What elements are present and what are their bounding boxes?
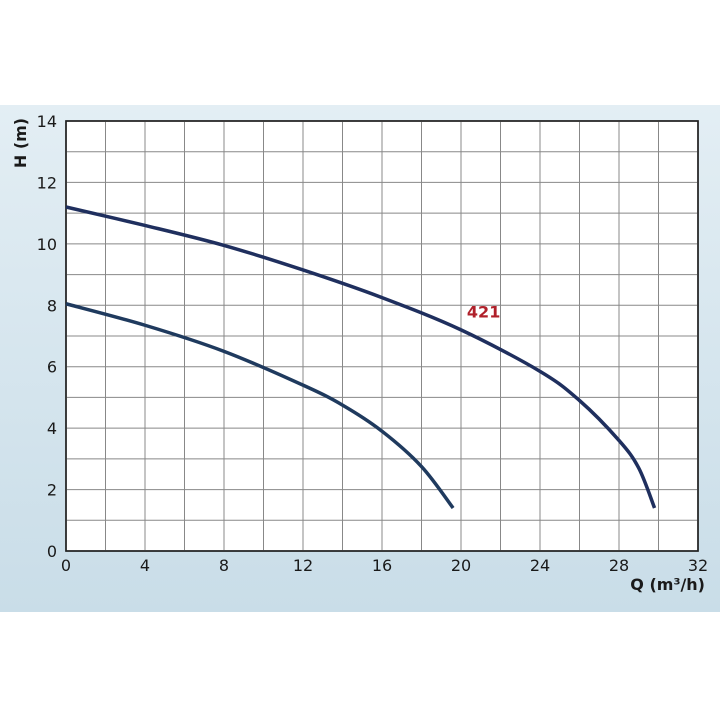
y-tick-label: 8 bbox=[47, 296, 57, 315]
x-axis-label: Q (m³/h) bbox=[630, 575, 705, 594]
y-tick-label: 12 bbox=[37, 173, 57, 192]
x-tick-label: 8 bbox=[219, 556, 229, 575]
x-tick-label: 0 bbox=[61, 556, 71, 575]
curve bbox=[65, 205, 657, 509]
x-tick-label: 4 bbox=[140, 556, 150, 575]
x-tick-label: 12 bbox=[293, 556, 313, 575]
x-tick-label: 28 bbox=[609, 556, 629, 575]
y-tick-label: 4 bbox=[47, 419, 57, 438]
annotation: 421 bbox=[467, 303, 500, 322]
y-tick-label: 6 bbox=[47, 358, 57, 377]
y-tick-label: 14 bbox=[37, 112, 57, 131]
y-tick-label: 0 bbox=[47, 542, 57, 561]
x-tick-label: 16 bbox=[372, 556, 392, 575]
x-tick-label: 20 bbox=[451, 556, 471, 575]
x-tick-label: 32 bbox=[688, 556, 708, 575]
x-tick-label: 24 bbox=[530, 556, 550, 575]
y-tick-label: 10 bbox=[37, 235, 57, 254]
plot-border bbox=[65, 120, 699, 552]
curve bbox=[65, 302, 455, 510]
y-axis-label: H (m) bbox=[11, 118, 30, 168]
y-tick-label: 2 bbox=[47, 481, 57, 500]
